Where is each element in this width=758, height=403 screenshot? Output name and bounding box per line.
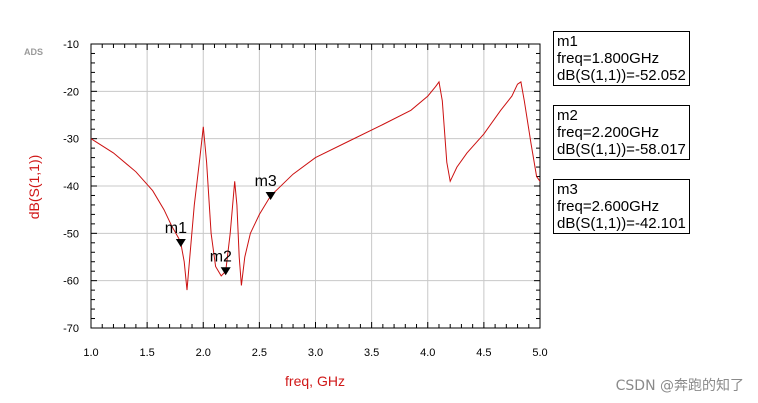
x-tick-label: 1.5 xyxy=(139,347,154,359)
readout-name: m1 xyxy=(557,33,578,50)
y-tick-labels: -10 -20 -30 -40 -50 -60 -70 xyxy=(63,39,79,335)
y-tick-label: -40 xyxy=(63,181,79,193)
marker-layer: m1 m2 m3 xyxy=(165,173,277,276)
marker-readout-m2: m2 freq=2.200GHz dB(S(1,1))=-58.017 xyxy=(553,105,690,160)
readout-value: dB(S(1,1))=-58.017 xyxy=(557,141,686,158)
x-tick-label: 3.0 xyxy=(308,347,323,359)
readout-name: m3 xyxy=(557,181,578,198)
readout-freq: freq=1.800GHz xyxy=(557,50,660,67)
y-tick-label: -50 xyxy=(63,228,79,240)
y-tick-label: -60 xyxy=(63,276,79,288)
x-axis-label: freq, GHz xyxy=(285,373,345,389)
marker-label-m1: m1 xyxy=(165,220,187,237)
marker-triangle-m1 xyxy=(175,239,186,248)
x-tick-label: 2.0 xyxy=(196,347,211,359)
marker-label-m2: m2 xyxy=(210,248,232,265)
readout-freq: freq=2.600GHz xyxy=(557,198,660,215)
y-tick-label: -10 xyxy=(63,39,79,51)
x-tick-labels: 1.0 1.5 2.0 2.5 3.0 3.5 4.0 4.5 5.0 xyxy=(83,347,547,359)
y-axis-label: dB(S(1,1)) xyxy=(26,155,42,220)
x-tick-label: 5.0 xyxy=(532,347,547,359)
ads-tag: ADS xyxy=(24,47,43,57)
x-tick-label: 2.5 xyxy=(252,347,267,359)
y-tick-label: -30 xyxy=(63,134,79,146)
minor-ticks xyxy=(90,43,541,329)
marker-triangle-m3 xyxy=(265,191,276,200)
marker-readout-m3: m3 freq=2.600GHz dB(S(1,1))=-42.101 xyxy=(553,179,690,234)
x-tick-label: 4.0 xyxy=(420,347,435,359)
x-tick-label: 4.5 xyxy=(476,347,491,359)
y-tick-label: -70 xyxy=(63,323,79,335)
readout-value: dB(S(1,1))=-42.101 xyxy=(557,215,686,232)
x-tick-label: 3.5 xyxy=(364,347,379,359)
marker-label-m3: m3 xyxy=(255,173,277,190)
watermark: CSDN @奔跑的知了 xyxy=(615,378,744,394)
readout-value: dB(S(1,1))=-52.052 xyxy=(557,67,686,84)
marker-triangle-m2 xyxy=(220,267,231,276)
s11-trace xyxy=(90,80,541,291)
x-tick-label: 1.0 xyxy=(83,347,98,359)
readout-freq: freq=2.200GHz xyxy=(557,124,660,141)
y-tick-label: -20 xyxy=(63,86,79,98)
marker-readout-m1: m1 freq=1.800GHz dB(S(1,1))=-52.052 xyxy=(553,31,690,86)
plot-grid xyxy=(91,44,540,328)
readout-name: m2 xyxy=(557,107,578,124)
